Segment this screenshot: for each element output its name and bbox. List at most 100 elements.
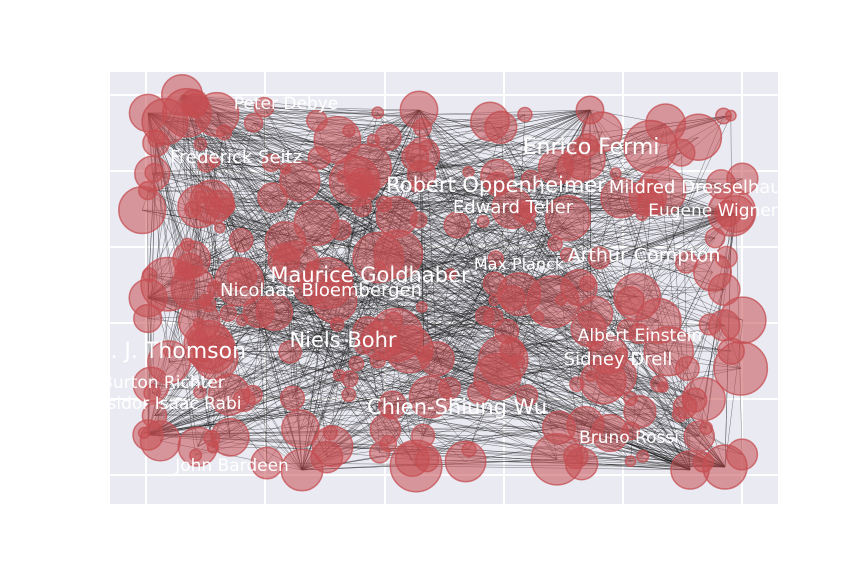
node bbox=[197, 154, 216, 173]
node bbox=[293, 269, 329, 306]
node bbox=[725, 438, 759, 471]
node bbox=[214, 221, 226, 234]
node bbox=[621, 421, 641, 441]
edge bbox=[264, 106, 420, 111]
node-label: Niels Bohr bbox=[289, 328, 396, 352]
node-label: J. J. Thomson bbox=[102, 339, 246, 364]
node bbox=[311, 425, 354, 468]
edge bbox=[418, 109, 495, 284]
node bbox=[133, 303, 163, 334]
node bbox=[229, 227, 254, 253]
node bbox=[600, 177, 642, 219]
node bbox=[307, 146, 331, 170]
edge bbox=[326, 427, 559, 458]
node bbox=[342, 124, 356, 138]
node bbox=[595, 355, 637, 397]
node bbox=[250, 446, 284, 480]
node bbox=[516, 384, 539, 407]
node bbox=[547, 235, 563, 252]
node bbox=[279, 162, 292, 175]
node bbox=[328, 155, 381, 208]
edge bbox=[450, 237, 716, 275]
node bbox=[415, 345, 432, 362]
node bbox=[530, 432, 584, 486]
node bbox=[189, 179, 235, 225]
node bbox=[382, 405, 396, 419]
node bbox=[242, 384, 263, 405]
node bbox=[375, 195, 393, 213]
node bbox=[408, 375, 453, 419]
edge bbox=[311, 266, 595, 344]
node-label: Robert Oppenheimer bbox=[386, 173, 606, 197]
node bbox=[724, 109, 737, 122]
node bbox=[278, 340, 302, 364]
edge bbox=[258, 311, 494, 318]
node bbox=[193, 385, 207, 399]
node bbox=[410, 180, 422, 193]
node bbox=[348, 355, 365, 372]
node bbox=[672, 394, 698, 420]
node bbox=[624, 455, 637, 467]
node bbox=[585, 370, 597, 382]
node-label: Burton Richter bbox=[101, 373, 224, 393]
node bbox=[374, 123, 402, 151]
node bbox=[306, 109, 328, 132]
node-label: Nicolaas Bloembergen bbox=[220, 280, 422, 301]
node bbox=[141, 267, 157, 283]
edge bbox=[500, 127, 722, 185]
node bbox=[482, 271, 507, 296]
node bbox=[379, 434, 398, 453]
node-label: Maurice Goldhaber bbox=[270, 263, 470, 287]
node-label: Peter Debye bbox=[234, 94, 338, 114]
node bbox=[144, 162, 165, 183]
edge bbox=[194, 102, 491, 122]
node bbox=[692, 252, 733, 292]
node bbox=[537, 149, 574, 186]
node bbox=[520, 169, 541, 190]
node bbox=[420, 139, 432, 152]
node bbox=[494, 318, 520, 344]
node bbox=[206, 280, 224, 298]
node bbox=[674, 356, 700, 382]
node bbox=[726, 162, 759, 195]
edge bbox=[253, 122, 641, 412]
edge bbox=[208, 304, 558, 460]
node bbox=[461, 441, 477, 458]
node bbox=[413, 118, 432, 138]
node bbox=[523, 218, 537, 232]
node bbox=[327, 266, 353, 292]
node bbox=[692, 451, 714, 473]
node bbox=[242, 296, 275, 329]
node-label: Max Planck bbox=[474, 255, 565, 274]
node bbox=[480, 158, 515, 194]
edge bbox=[703, 213, 737, 400]
node bbox=[219, 304, 238, 322]
node bbox=[142, 129, 170, 157]
node bbox=[488, 294, 500, 307]
node-label: Mildred Dresselhaus bbox=[609, 177, 791, 198]
node bbox=[172, 240, 211, 279]
node bbox=[560, 247, 575, 263]
node bbox=[476, 215, 490, 228]
node bbox=[253, 96, 275, 118]
node bbox=[577, 295, 614, 332]
node bbox=[526, 275, 580, 329]
node bbox=[389, 439, 443, 493]
edge bbox=[156, 138, 317, 224]
node bbox=[650, 374, 668, 393]
edge bbox=[301, 406, 686, 471]
node bbox=[623, 395, 657, 429]
node-label: Sidney Drell bbox=[564, 349, 673, 370]
node bbox=[415, 301, 428, 313]
node bbox=[615, 286, 645, 316]
node bbox=[444, 268, 457, 281]
node bbox=[499, 284, 526, 312]
edge bbox=[147, 112, 349, 395]
node bbox=[118, 185, 167, 235]
node bbox=[635, 208, 649, 221]
node bbox=[484, 110, 518, 144]
node-label: Chien-Shiung Wu bbox=[367, 395, 547, 419]
node bbox=[628, 322, 650, 345]
